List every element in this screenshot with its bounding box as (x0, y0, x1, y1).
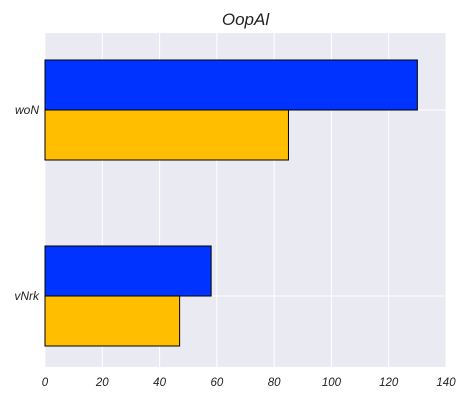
x-tick-label: 60 (210, 377, 223, 389)
bar-woN-series-1 (44, 59, 418, 111)
bar-vNrk-series-1 (44, 245, 212, 297)
bar-vNrk-series-2 (44, 295, 181, 347)
x-tick-label: 140 (436, 377, 456, 389)
chart-title: OopAl (222, 10, 270, 29)
x-tick-label: 40 (153, 377, 166, 389)
y-axis-categories: woN vNrk (14, 103, 40, 303)
y-category-label: woN (15, 103, 39, 117)
x-tick-label: 100 (322, 377, 342, 389)
bar-woN-series-2 (44, 109, 289, 161)
bars (44, 59, 418, 347)
x-tick-label: 0 (42, 377, 49, 389)
y-category-label: vNrk (14, 289, 40, 303)
x-tick-label: 120 (379, 377, 399, 389)
x-tick-label: 80 (268, 377, 281, 389)
x-axis-ticks: 0 20 40 60 80 100 120 140 (42, 377, 456, 389)
x-tick-label: 20 (95, 377, 109, 389)
